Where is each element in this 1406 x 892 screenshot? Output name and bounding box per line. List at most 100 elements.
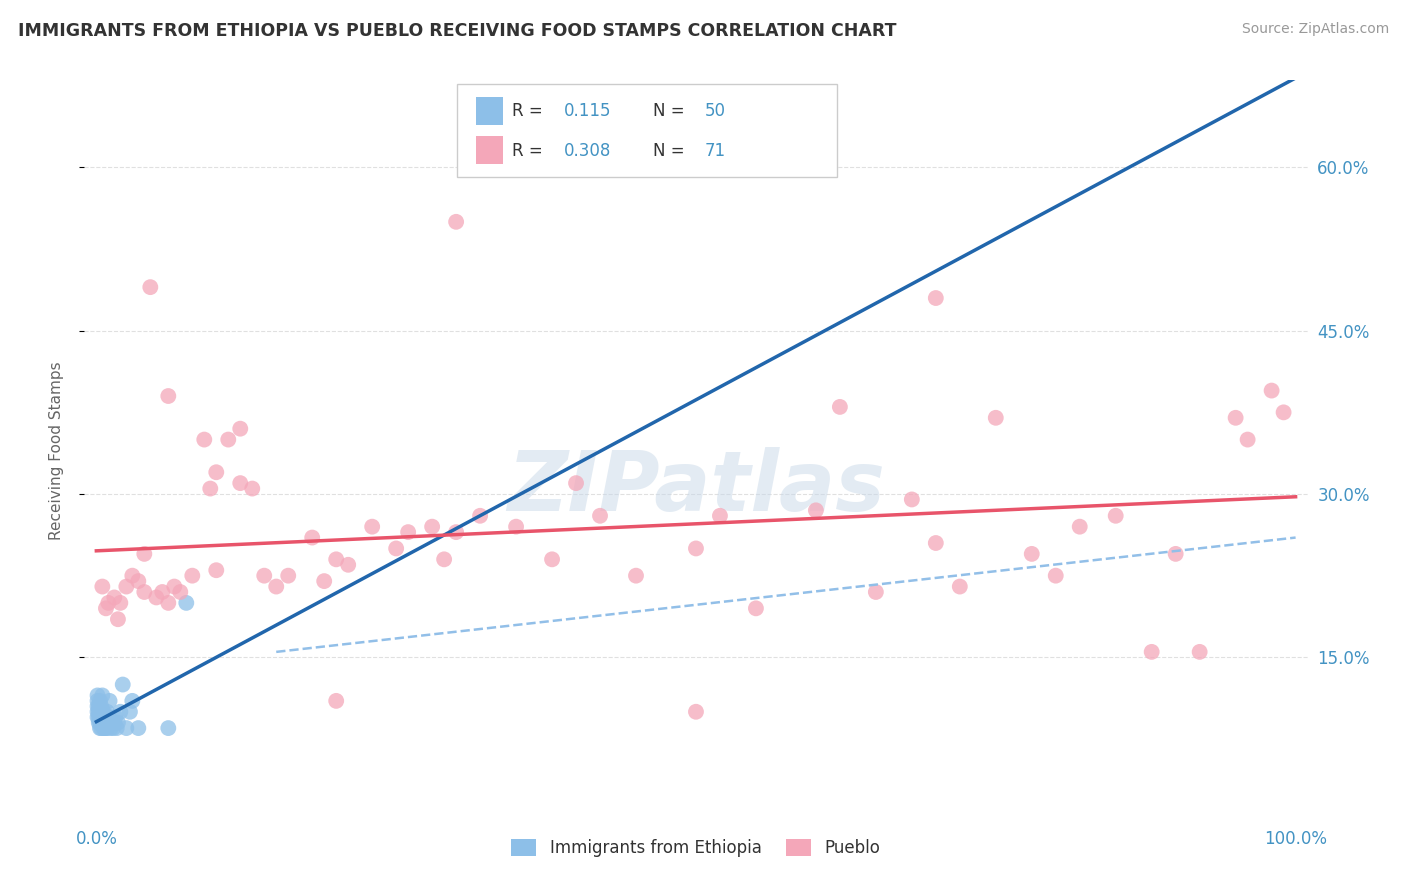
Text: ZIPatlas: ZIPatlas <box>508 447 884 528</box>
Point <box>1260 384 1282 398</box>
Text: 50: 50 <box>704 103 725 120</box>
Point <box>314 574 336 588</box>
Point <box>86 694 108 708</box>
Point <box>101 715 124 730</box>
Point <box>277 568 299 582</box>
Point <box>1045 568 1067 582</box>
Point <box>1164 547 1187 561</box>
Point <box>90 699 112 714</box>
Point <box>325 552 347 566</box>
Point <box>505 519 527 533</box>
Legend: Immigrants from Ethiopia, Pueblo: Immigrants from Ethiopia, Pueblo <box>505 832 887 864</box>
Point <box>468 508 491 523</box>
Point <box>145 591 167 605</box>
Point <box>253 568 276 582</box>
Point <box>169 585 191 599</box>
Point <box>91 580 114 594</box>
Point <box>90 721 112 735</box>
Point <box>624 568 647 582</box>
Point <box>89 710 111 724</box>
Point <box>925 536 948 550</box>
Point <box>205 465 228 479</box>
Point <box>541 552 564 566</box>
Point <box>118 705 141 719</box>
Point <box>200 482 222 496</box>
Point <box>87 710 110 724</box>
Y-axis label: Receiving Food Stamps: Receiving Food Stamps <box>49 361 63 540</box>
Point <box>93 721 117 735</box>
Point <box>1188 645 1211 659</box>
Point <box>86 710 108 724</box>
Point <box>337 558 360 572</box>
Point <box>385 541 408 556</box>
Point <box>86 705 108 719</box>
Point <box>444 215 467 229</box>
Point <box>89 715 111 730</box>
Point <box>96 721 118 735</box>
FancyBboxPatch shape <box>457 84 837 177</box>
Point <box>93 710 117 724</box>
Point <box>93 715 117 730</box>
Point <box>89 721 111 735</box>
Point <box>865 585 887 599</box>
Point <box>94 601 117 615</box>
Point <box>104 710 127 724</box>
Point <box>193 433 215 447</box>
Point <box>134 585 156 599</box>
Point <box>91 689 114 703</box>
Point <box>205 563 228 577</box>
Text: IMMIGRANTS FROM ETHIOPIA VS PUEBLO RECEIVING FOOD STAMPS CORRELATION CHART: IMMIGRANTS FROM ETHIOPIA VS PUEBLO RECEI… <box>18 22 897 40</box>
Point <box>103 715 125 730</box>
Point <box>91 710 114 724</box>
Point <box>97 715 120 730</box>
Point <box>115 721 138 735</box>
Point <box>91 715 114 730</box>
Point <box>433 552 456 566</box>
Point <box>110 596 132 610</box>
Point <box>217 433 239 447</box>
Point <box>98 710 121 724</box>
Point <box>1021 547 1043 561</box>
Point <box>420 519 443 533</box>
Point <box>87 705 110 719</box>
Text: N =: N = <box>654 103 690 120</box>
Point <box>301 531 323 545</box>
Point <box>949 580 972 594</box>
Point <box>150 585 173 599</box>
Point <box>86 699 108 714</box>
Point <box>229 476 252 491</box>
Point <box>181 568 204 582</box>
Point <box>804 503 827 517</box>
Point <box>925 291 948 305</box>
Point <box>1225 410 1247 425</box>
Point <box>589 508 612 523</box>
Point <box>984 410 1007 425</box>
Point <box>174 596 197 610</box>
Point <box>86 689 108 703</box>
Point <box>105 721 128 735</box>
Point <box>115 580 138 594</box>
Point <box>444 525 467 540</box>
Point <box>901 492 924 507</box>
Point <box>1272 405 1295 419</box>
Point <box>103 591 125 605</box>
Point <box>157 389 180 403</box>
Point <box>127 721 149 735</box>
Point <box>97 596 120 610</box>
Point <box>1069 519 1091 533</box>
Point <box>90 705 112 719</box>
Text: N =: N = <box>654 142 690 160</box>
Point <box>1140 645 1163 659</box>
Point <box>139 280 162 294</box>
Text: 71: 71 <box>704 142 725 160</box>
Point <box>96 705 118 719</box>
Point <box>685 541 707 556</box>
Point <box>240 482 263 496</box>
Point <box>94 710 117 724</box>
Point <box>110 705 132 719</box>
Text: 0.115: 0.115 <box>564 103 612 120</box>
Point <box>325 694 347 708</box>
Point <box>565 476 588 491</box>
Point <box>93 705 115 719</box>
Bar <box>475 96 503 125</box>
